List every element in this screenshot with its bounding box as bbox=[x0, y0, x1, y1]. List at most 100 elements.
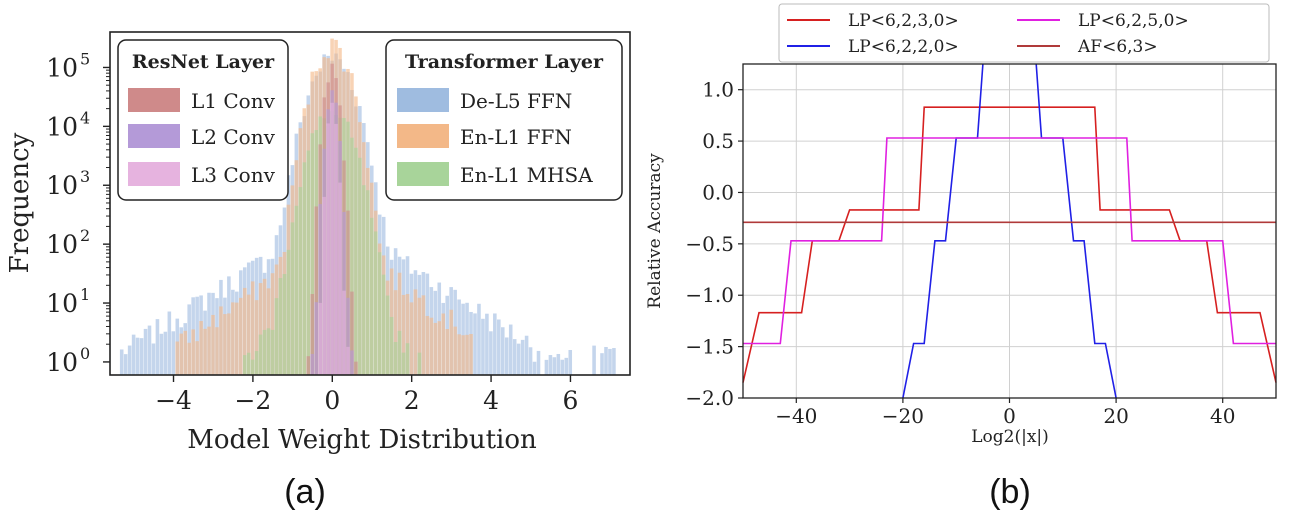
y-tick-exponent: 1 bbox=[80, 285, 90, 304]
y-tick-label: 10 bbox=[46, 289, 78, 318]
panel-b-legend: LP<6,2,3,0> LP<6,2,2,0> LP<6,2,5,0> AF<6… bbox=[778, 3, 1270, 63]
histogram-bar bbox=[183, 330, 188, 375]
histogram-bar bbox=[314, 206, 318, 375]
x-tick-label: 0 bbox=[1003, 404, 1016, 428]
panel-a-label: (a) bbox=[284, 473, 326, 511]
histogram-bar bbox=[520, 339, 525, 375]
histogram-bar bbox=[373, 231, 378, 375]
histogram-bar bbox=[457, 334, 461, 375]
histogram-bars bbox=[119, 38, 616, 376]
histogram-bar bbox=[310, 133, 315, 375]
histogram-bar bbox=[254, 351, 259, 375]
histogram-bar bbox=[401, 294, 406, 375]
histogram-bar bbox=[346, 297, 350, 375]
histogram-bar bbox=[270, 273, 275, 375]
histogram-bar bbox=[258, 334, 263, 375]
histogram-bar bbox=[433, 322, 438, 375]
histogram-bar bbox=[266, 328, 271, 375]
resnet-legend-title: ResNet Layer bbox=[132, 51, 275, 73]
legend-swatch-l1-conv bbox=[128, 88, 180, 112]
histogram-bar bbox=[199, 321, 203, 375]
histogram-bar bbox=[207, 326, 211, 375]
histogram-bar bbox=[215, 327, 219, 375]
histogram-bar bbox=[322, 196, 326, 375]
legend-label-lp6250: LP<6,2,5,0> bbox=[1078, 11, 1189, 31]
histogram-bar bbox=[147, 325, 152, 375]
y-tick-exponent: 4 bbox=[80, 108, 90, 127]
legend-label-l2-conv: L2 Conv bbox=[191, 125, 276, 149]
histogram-bar bbox=[405, 294, 410, 375]
legend-label-l1-conv: L1 Conv bbox=[191, 89, 276, 113]
histogram-bar bbox=[489, 331, 493, 375]
histogram-bar bbox=[338, 182, 342, 375]
histogram-bar bbox=[171, 331, 176, 375]
histogram-bar bbox=[354, 147, 358, 375]
histogram-bar bbox=[425, 315, 430, 375]
histogram-bar bbox=[401, 352, 406, 375]
y-tick-exponent: 2 bbox=[80, 226, 90, 245]
histogram-bar bbox=[258, 283, 263, 375]
histogram-bar bbox=[362, 185, 366, 375]
histogram-bar bbox=[123, 354, 128, 375]
histogram-bar bbox=[528, 347, 533, 375]
histogram-bar bbox=[155, 319, 160, 375]
histogram-bar bbox=[568, 350, 573, 375]
histogram-bar bbox=[246, 294, 251, 375]
panel-a-x-ticks: −4 −2 0 2 4 6 bbox=[155, 375, 578, 415]
panel-b-grid bbox=[743, 64, 1276, 399]
histogram-series bbox=[318, 102, 350, 375]
histogram-bar bbox=[250, 281, 255, 375]
histogram-bar bbox=[556, 353, 561, 375]
histogram-bar bbox=[544, 359, 549, 375]
y-tick-label: 10 bbox=[46, 348, 78, 377]
histogram-bar bbox=[227, 313, 231, 375]
histogram-bar bbox=[516, 343, 521, 375]
histogram-bar bbox=[135, 337, 140, 375]
x-tick-label: 6 bbox=[563, 386, 579, 415]
histogram-bar bbox=[163, 331, 168, 375]
histogram-bar bbox=[294, 205, 299, 375]
histogram-bar bbox=[461, 335, 465, 375]
histogram-bar bbox=[493, 313, 497, 375]
histogram-bar bbox=[366, 190, 370, 375]
histogram-bar bbox=[298, 187, 303, 375]
series-line bbox=[743, 137, 1276, 345]
histogram-bar bbox=[600, 353, 604, 375]
histogram-bar bbox=[473, 313, 477, 375]
histogram-bar bbox=[437, 321, 442, 375]
y-tick-label: 10 bbox=[46, 112, 78, 141]
histogram-bar bbox=[223, 314, 227, 375]
histogram-bar bbox=[314, 302, 318, 375]
histogram-bar bbox=[262, 278, 267, 375]
legend-swatch-de-l5-ffn bbox=[397, 88, 449, 112]
histogram-bar bbox=[235, 302, 239, 375]
y-tick-exponent: 0 bbox=[80, 344, 90, 363]
x-tick-label: 4 bbox=[483, 386, 499, 415]
x-tick-label: 2 bbox=[404, 386, 420, 415]
histogram-bar bbox=[278, 278, 283, 375]
y-tick-label: 0.0 bbox=[702, 180, 734, 204]
y-tick-exponent: 5 bbox=[80, 49, 90, 68]
histogram-bar bbox=[354, 361, 358, 375]
histogram-bar bbox=[441, 313, 446, 375]
series-line bbox=[742, 106, 1277, 383]
histogram-bar bbox=[350, 137, 354, 375]
histogram-bar bbox=[282, 273, 287, 375]
series-line bbox=[902, 63, 984, 399]
series-line bbox=[1035, 63, 1117, 399]
panel-a-frame bbox=[109, 31, 631, 376]
histogram-bar bbox=[203, 328, 207, 375]
legend-swatch-l2-conv bbox=[128, 124, 180, 148]
histogram-bar bbox=[342, 290, 346, 375]
histogram-bar bbox=[330, 102, 334, 375]
histogram-bar bbox=[612, 348, 616, 375]
histogram-bar bbox=[334, 123, 338, 375]
histogram-bar bbox=[191, 329, 195, 375]
line-panel: −40 −20 0 20 40 1.0 0.5 0.0 −0.5 −1.0 −1.5 −2.0 Lo… bbox=[645, 3, 1277, 511]
histogram-bar bbox=[119, 349, 124, 375]
histogram-bar bbox=[246, 352, 251, 375]
legend-swatch-l3-conv bbox=[128, 162, 180, 186]
legend-label-af63: AF<6,3> bbox=[1077, 37, 1158, 57]
